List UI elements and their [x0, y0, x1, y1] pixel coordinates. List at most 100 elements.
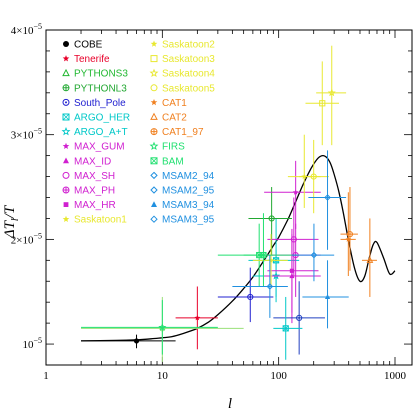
legend: COBE Tenerife PYTHONS3 PYTHONL3 South_Pole AR… [61, 40, 215, 226]
legend-label: MAX_GUM [74, 142, 125, 153]
point-marker [292, 189, 299, 195]
plot-border [45, 29, 413, 366]
legend-label: Saskatoon2 [162, 40, 215, 51]
legend-marker [62, 186, 70, 194]
data-point [302, 260, 349, 329]
legend-label: Saskatoon5 [162, 83, 215, 94]
legend-label: CAT2 [162, 113, 187, 124]
legend-entry: MAX_PH [62, 186, 115, 197]
legend-marker [150, 171, 158, 180]
point-marker [366, 256, 374, 263]
point-marker [194, 314, 201, 321]
data-point [81, 300, 218, 355]
marker-ring [296, 314, 303, 321]
data-point [273, 296, 303, 360]
legend-entry: MAX_SH [62, 171, 115, 182]
legend-entry: Saskatoon5 [150, 83, 215, 94]
point-marker [268, 257, 274, 263]
data-points-layer [81, 45, 377, 362]
legend-marker [150, 40, 158, 47]
legend-marker [150, 55, 158, 63]
marker-cross [63, 187, 69, 193]
data-point [291, 223, 335, 282]
legend-entry: Saskatoon4 [149, 68, 215, 80]
legend-entry: MSAM2_94 [150, 171, 215, 182]
y-tick-label: 3×10−5 [11, 127, 42, 142]
legend-marker [63, 157, 69, 164]
legend-label: BAM [162, 156, 184, 167]
data-point [217, 213, 300, 287]
legend-marker [62, 84, 70, 92]
legend-entry: MAX_ID [63, 156, 111, 167]
data-point [217, 267, 274, 323]
legend-entry: Saskatoon3 [150, 54, 215, 65]
marker-ring [247, 293, 254, 301]
legend-marker [150, 128, 158, 136]
data-point [316, 45, 347, 146]
marker-center [65, 101, 67, 104]
data-point [264, 160, 321, 229]
point-marker [290, 236, 297, 243]
marker-x [62, 113, 70, 121]
data-point [232, 255, 288, 318]
legend-entry: CAT2 [150, 112, 187, 124]
x-axis-label: l [228, 396, 232, 412]
marker-box [260, 251, 267, 259]
legend-marker [149, 141, 159, 151]
y-tick-label: 10−5 [22, 336, 42, 351]
data-point [273, 281, 325, 355]
point-marker [296, 314, 303, 321]
data-point [361, 218, 377, 297]
y-axis-label: ΔTl/T [2, 204, 21, 239]
point-marker [266, 283, 274, 290]
legend-entry: Saskatoon2 [150, 40, 215, 51]
legend-entry: MSAM3_95 [150, 215, 215, 226]
point-marker [272, 271, 281, 280]
legend-marker [151, 201, 157, 207]
legend-entry: PYTHONS3 [62, 69, 128, 80]
x-axis-ticks: 1 10 100 1000 [43, 30, 407, 382]
legend-label: Saskatoon1 [74, 215, 127, 226]
plot-frame [45, 29, 413, 366]
point-marker [158, 323, 167, 331]
legend-marker [150, 112, 158, 120]
x-tick-label: 10 [157, 370, 169, 382]
legend-label: CAT1_97 [162, 127, 204, 138]
data-point [308, 150, 347, 250]
point-marker [345, 236, 352, 242]
legend-label: PYTHONS3 [74, 69, 128, 80]
legend-label: Saskatoon4 [162, 69, 215, 80]
point-marker [324, 294, 331, 300]
legend-label: PYTHONL3 [74, 83, 127, 94]
legend-label: CAT1 [162, 98, 187, 109]
data-point [248, 187, 292, 256]
legend-label: MAX_ID [74, 156, 111, 167]
legend-entry: ARGO_HER [62, 113, 130, 124]
legend-label: ARGO_A+T [74, 127, 128, 138]
legend-label: Tenerife [74, 54, 110, 65]
x-tick-label: 1000 [384, 370, 407, 382]
legend-label: MSAM3_94 [162, 200, 215, 211]
legend-label: Saskatoon3 [162, 54, 215, 65]
point-marker [324, 194, 331, 201]
legend-label: South_Pole [74, 98, 126, 109]
legend-entry: BAM [150, 156, 184, 167]
legend-label: MSAM2_94 [162, 171, 215, 182]
legend-marker [150, 186, 158, 194]
legend-label: ARGO_HER [74, 113, 130, 124]
point-marker [268, 215, 275, 222]
legend-label: FIRS [162, 142, 185, 153]
data-point [267, 234, 319, 313]
marker-box [282, 325, 289, 332]
x-tick-label: 1 [43, 370, 49, 382]
point-marker [327, 88, 336, 97]
marker-box [62, 113, 70, 121]
legend-marker [150, 99, 158, 106]
legend-marker [62, 215, 70, 222]
data-point [81, 334, 176, 349]
data-point [175, 286, 218, 350]
point-marker [346, 231, 354, 238]
legend-label: COBE [74, 40, 103, 51]
legend-marker [150, 84, 158, 92]
